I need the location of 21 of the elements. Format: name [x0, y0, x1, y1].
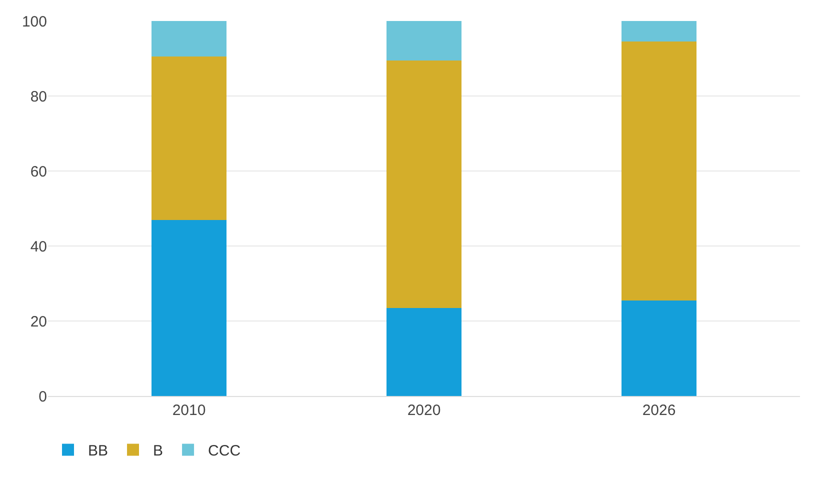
y-tick-label: 20: [30, 313, 47, 330]
bar: [621, 21, 697, 42]
y-tick-label: 80: [30, 88, 47, 106]
y-tick-label: 60: [30, 163, 47, 180]
x-tick-label: 2010: [172, 402, 206, 419]
x-tick-label: 2026: [642, 402, 676, 419]
bar: [621, 42, 697, 300]
legend-label: CCC: [208, 442, 241, 460]
x-tick-label: 2020: [407, 402, 441, 419]
y-tick-label: 100: [22, 13, 47, 30]
legend-label: B: [153, 442, 164, 460]
legend-label: BB: [88, 442, 108, 460]
bar: [151, 220, 227, 396]
bar: [151, 56, 227, 220]
bar: [386, 60, 462, 308]
bar: [151, 21, 227, 57]
bar: [621, 300, 697, 396]
y-tick-label: 0: [38, 388, 47, 406]
y-tick-label: 40: [30, 238, 47, 256]
bar: [386, 21, 462, 60]
bar: [386, 308, 462, 396]
